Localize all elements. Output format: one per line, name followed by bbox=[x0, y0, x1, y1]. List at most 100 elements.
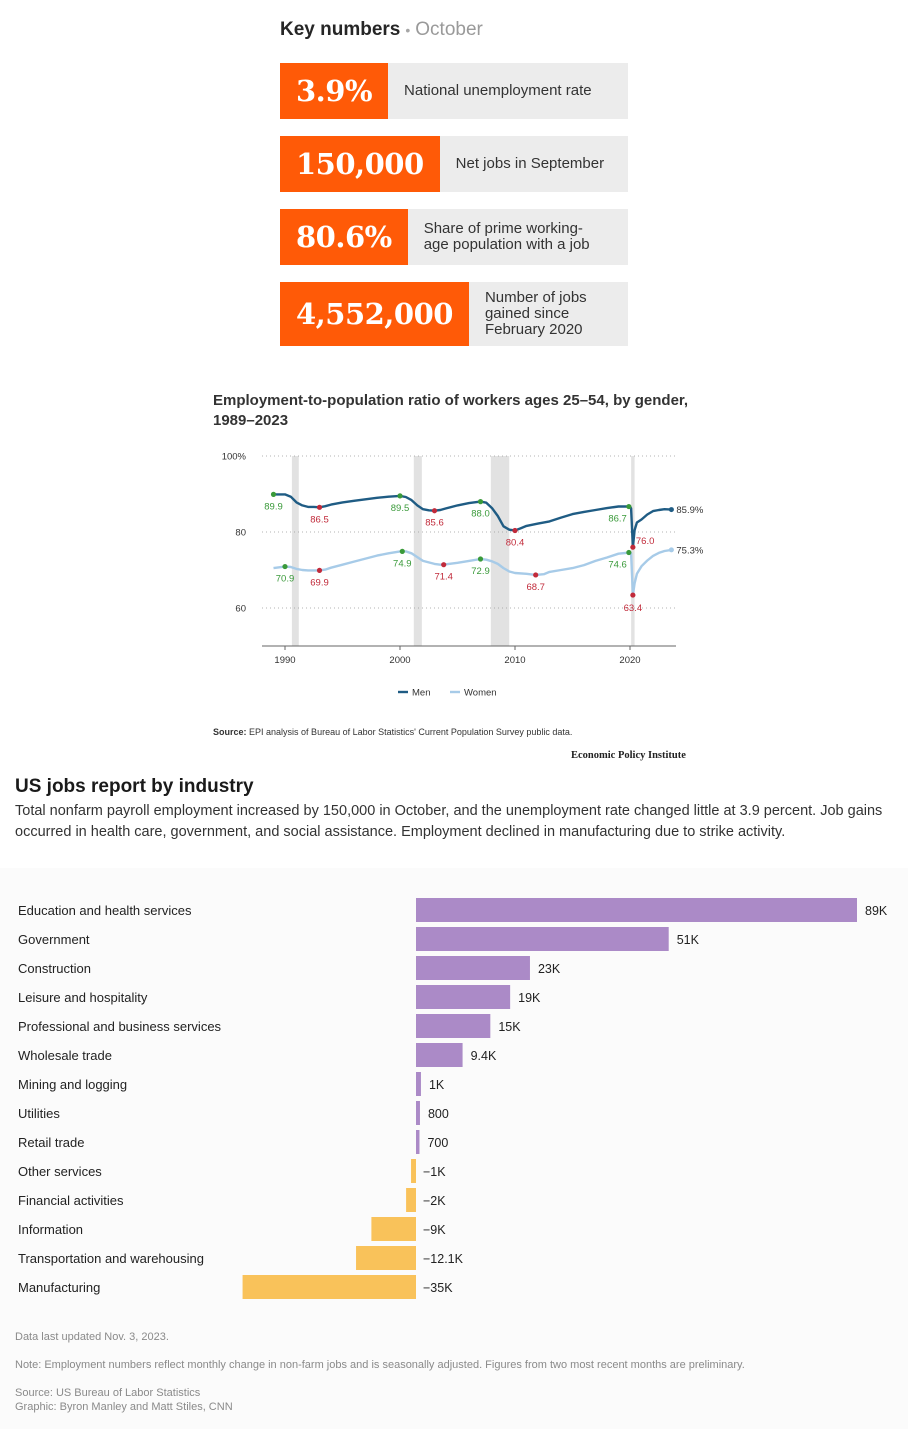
bar bbox=[416, 1130, 420, 1154]
peak-value-label: 89.5 bbox=[391, 503, 410, 514]
value-label: 9.4K bbox=[471, 1049, 497, 1063]
trough-point bbox=[431, 508, 438, 514]
key-number-label: Share of prime working-age population wi… bbox=[423, 220, 590, 253]
bar bbox=[416, 1043, 463, 1067]
category-label: Retail trade bbox=[18, 1135, 84, 1150]
recession-band bbox=[291, 456, 299, 646]
bar bbox=[356, 1246, 416, 1270]
epi-line-chart: 60 80 100% 1990 2000 2010 2020 89.9 86.5 89.5 85.6… bbox=[222, 452, 704, 699]
epi-source: Source: EPI analysis of Bureau of Labor … bbox=[213, 727, 572, 737]
end-value-label: 75.3% bbox=[676, 545, 703, 556]
peak-value-label: 70.9 bbox=[276, 574, 295, 585]
bar bbox=[416, 1072, 421, 1096]
key-number-card-prime-share: 80.6% Share of prime working-age populat… bbox=[280, 209, 628, 265]
key-number-card-unemployment: 3.9% National unemployment rate bbox=[280, 63, 628, 119]
bar bbox=[371, 1217, 416, 1241]
bar bbox=[411, 1159, 416, 1183]
bar bbox=[416, 927, 669, 951]
epi-source-text: EPI analysis of Bureau of Labor Statisti… bbox=[249, 727, 573, 737]
data-updated-note: Data last updated Nov. 3, 2023. bbox=[15, 1331, 169, 1343]
bar bbox=[416, 1101, 420, 1125]
peak-value-label: 74.9 bbox=[393, 558, 412, 569]
trough-value-label: 69.9 bbox=[310, 577, 329, 588]
x-tick-label: 2000 bbox=[389, 655, 410, 666]
legend-label: Men bbox=[412, 688, 430, 699]
end-point bbox=[668, 507, 674, 513]
value-label: 89K bbox=[865, 904, 888, 918]
value-label: 800 bbox=[428, 1107, 449, 1121]
category-label: Other services bbox=[18, 1164, 102, 1179]
key-number-label: National unemployment rate bbox=[404, 82, 592, 99]
value-label: 15K bbox=[498, 1020, 521, 1034]
value-label: −35K bbox=[423, 1281, 453, 1295]
key-number-value: 4,552,000 bbox=[280, 282, 469, 346]
trough-value-label: 80.4 bbox=[506, 537, 525, 548]
trough-point bbox=[630, 544, 636, 550]
x-tick-label: 2020 bbox=[619, 655, 640, 666]
end-value-label: 85.9% bbox=[676, 505, 703, 516]
category-label: Government bbox=[18, 932, 90, 947]
industry-bar-chart: Education and health services 89K Governme… bbox=[18, 898, 888, 1299]
peak-point bbox=[626, 503, 632, 510]
value-label: 700 bbox=[427, 1136, 448, 1150]
peak-point bbox=[477, 499, 484, 505]
peak-value-label: 74.6 bbox=[608, 560, 627, 571]
recession-band bbox=[490, 456, 510, 646]
key-number-value: 3.9% bbox=[280, 63, 389, 119]
industry-title: US jobs report by industry bbox=[15, 776, 254, 797]
peak-point bbox=[399, 548, 405, 554]
trough-point bbox=[441, 562, 447, 568]
key-numbers-header: Key numbers • October bbox=[280, 19, 483, 41]
trough-point bbox=[512, 527, 518, 534]
data-source: Source: US Bureau of Labor Statistics bbox=[15, 1387, 201, 1399]
recession-band bbox=[631, 456, 635, 646]
category-label: Financial activities bbox=[18, 1193, 124, 1208]
category-label: Education and health services bbox=[18, 903, 192, 918]
key-number-label: Number of jobs gained since February 202… bbox=[484, 289, 587, 338]
trough-value-label: 71.4 bbox=[434, 572, 453, 583]
epi-source-label: Source: bbox=[213, 727, 247, 737]
x-tick-label: 1990 bbox=[274, 655, 295, 666]
category-label: Wholesale trade bbox=[18, 1048, 112, 1063]
y-tick-label: 80 bbox=[235, 528, 246, 539]
value-label: 1K bbox=[429, 1078, 445, 1092]
trough-value-label: 76.0 bbox=[636, 536, 655, 547]
epi-chart-title: Employment-to-population ratio of worker… bbox=[213, 392, 689, 429]
category-label: Manufacturing bbox=[18, 1280, 100, 1295]
legend-label: Women bbox=[464, 688, 497, 699]
end-point bbox=[668, 547, 674, 553]
key-numbers-month: October bbox=[415, 19, 483, 40]
key-number-label: Net jobs in September bbox=[455, 155, 605, 172]
value-label: 51K bbox=[677, 933, 700, 947]
peak-point bbox=[397, 493, 403, 499]
graphic-credit: Graphic: Byron Manley and Matt Stiles, C… bbox=[15, 1401, 233, 1413]
value-label: −2K bbox=[423, 1194, 446, 1208]
category-label: Mining and logging bbox=[18, 1077, 127, 1092]
methodology-note: Note: Employment numbers reflect monthly… bbox=[15, 1359, 745, 1371]
bar bbox=[242, 1275, 416, 1299]
peak-point bbox=[626, 549, 632, 556]
value-label: −9K bbox=[423, 1223, 446, 1237]
epi-brand-logo: Economic Policy Institute bbox=[571, 750, 686, 761]
category-label: Leisure and hospitality bbox=[18, 990, 148, 1005]
trough-value-label: 68.7 bbox=[526, 582, 545, 593]
value-label: 23K bbox=[538, 962, 561, 976]
key-numbers-title: Key numbers bbox=[280, 19, 401, 40]
bar bbox=[406, 1188, 416, 1212]
peak-value-label: 89.9 bbox=[264, 501, 283, 512]
category-label: Information bbox=[18, 1222, 83, 1237]
value-label: −1K bbox=[423, 1165, 446, 1179]
peak-point bbox=[477, 556, 484, 562]
trough-point bbox=[630, 592, 636, 598]
peak-value-label: 72.9 bbox=[471, 566, 490, 577]
bar bbox=[416, 956, 530, 980]
trough-point bbox=[316, 567, 323, 573]
peak-point bbox=[282, 563, 288, 570]
peak-value-label: 86.7 bbox=[608, 514, 627, 525]
recession-band bbox=[413, 456, 422, 646]
peak-point bbox=[270, 491, 277, 497]
category-label: Transportation and warehousing bbox=[18, 1251, 204, 1266]
series-line-women bbox=[273, 548, 672, 597]
key-number-card-jobs-gained: 4,552,000 Number of jobs gained since Fe… bbox=[280, 282, 628, 346]
trough-point bbox=[316, 504, 323, 510]
